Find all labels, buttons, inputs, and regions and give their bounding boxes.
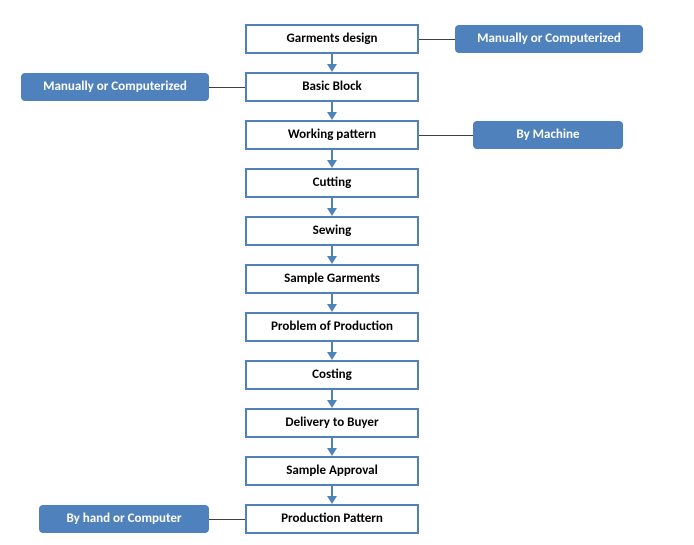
flowchart-node: Delivery to Buyer bbox=[245, 408, 419, 438]
node-label: By Machine bbox=[516, 128, 579, 142]
node-label: Basic Block bbox=[302, 80, 362, 94]
flowchart-node: By hand or Computer bbox=[39, 505, 209, 533]
flowchart-arrow bbox=[327, 486, 337, 504]
flowchart-arrow bbox=[327, 390, 337, 408]
node-label: Costing bbox=[312, 368, 352, 382]
node-label: Sewing bbox=[313, 224, 352, 238]
flowchart-connector bbox=[209, 87, 245, 88]
node-label: Sample Garments bbox=[284, 272, 380, 286]
node-label: Sample Approval bbox=[286, 464, 378, 478]
node-label: Problem of Production bbox=[271, 320, 393, 334]
node-label: Delivery to Buyer bbox=[285, 416, 378, 430]
flowchart-node: Production Pattern bbox=[245, 504, 419, 534]
flowchart-arrow bbox=[327, 54, 337, 72]
flowchart-node: Garments design bbox=[245, 24, 419, 54]
node-label: Cutting bbox=[313, 176, 352, 190]
node-label: By hand or Computer bbox=[66, 512, 181, 526]
flowchart-node: Manually or Computerized bbox=[21, 73, 209, 101]
node-label: Production Pattern bbox=[281, 512, 383, 526]
flowchart-arrow bbox=[327, 342, 337, 360]
flowchart-arrow bbox=[327, 102, 337, 120]
node-label: Garments design bbox=[287, 32, 378, 46]
flowchart-node: Costing bbox=[245, 360, 419, 390]
flowchart-arrow bbox=[327, 438, 337, 456]
flowchart-node: By Machine bbox=[473, 121, 623, 149]
flowchart-node: Cutting bbox=[245, 168, 419, 198]
flowchart-node: Sample Approval bbox=[245, 456, 419, 486]
flowchart-node: Problem of Production bbox=[245, 312, 419, 342]
flowchart-arrow bbox=[327, 246, 337, 264]
flowchart-node: Working pattern bbox=[245, 120, 419, 150]
node-label: Working pattern bbox=[288, 128, 376, 142]
flowchart-connector bbox=[419, 39, 455, 40]
flowchart-arrow bbox=[327, 198, 337, 216]
node-label: Manually or Computerized bbox=[43, 80, 187, 94]
flowchart-node: Sample Garments bbox=[245, 264, 419, 294]
flowchart-connector bbox=[209, 519, 245, 520]
flowchart-node: Basic Block bbox=[245, 72, 419, 102]
flowchart-node: Manually or Computerized bbox=[455, 25, 643, 53]
node-label: Manually or Computerized bbox=[477, 32, 621, 46]
flowchart-arrow bbox=[327, 150, 337, 168]
flowchart-arrow bbox=[327, 294, 337, 312]
flowchart-node: Sewing bbox=[245, 216, 419, 246]
flowchart-connector bbox=[419, 135, 473, 136]
